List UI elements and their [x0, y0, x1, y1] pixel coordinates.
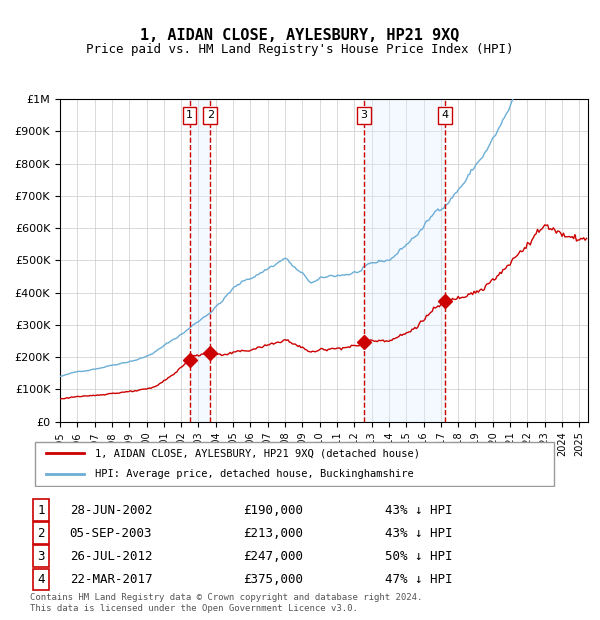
Text: 3: 3 — [361, 110, 368, 120]
Text: 4: 4 — [37, 573, 44, 586]
Text: 43% ↓ HPI: 43% ↓ HPI — [385, 503, 452, 516]
Text: £247,000: £247,000 — [243, 550, 303, 563]
Text: 3: 3 — [37, 550, 44, 563]
Bar — [364, 99, 445, 422]
Text: £213,000: £213,000 — [243, 527, 303, 540]
Text: 22-MAR-2017: 22-MAR-2017 — [70, 573, 152, 586]
Text: Contains HM Land Registry data © Crown copyright and database right 2024.: Contains HM Land Registry data © Crown c… — [30, 593, 422, 601]
Text: 1, AIDAN CLOSE, AYLESBURY, HP21 9XQ: 1, AIDAN CLOSE, AYLESBURY, HP21 9XQ — [140, 28, 460, 43]
Text: 43% ↓ HPI: 43% ↓ HPI — [385, 527, 452, 540]
FancyBboxPatch shape — [35, 441, 554, 486]
Text: £190,000: £190,000 — [243, 503, 303, 516]
Text: £375,000: £375,000 — [243, 573, 303, 586]
Text: This data is licensed under the Open Government Licence v3.0.: This data is licensed under the Open Gov… — [30, 604, 358, 613]
Text: Price paid vs. HM Land Registry's House Price Index (HPI): Price paid vs. HM Land Registry's House … — [86, 43, 514, 56]
Text: HPI: Average price, detached house, Buckinghamshire: HPI: Average price, detached house, Buck… — [95, 469, 413, 479]
Text: 28-JUN-2002: 28-JUN-2002 — [70, 503, 152, 516]
Text: 2: 2 — [207, 110, 214, 120]
Text: 47% ↓ HPI: 47% ↓ HPI — [385, 573, 452, 586]
Text: 1, AIDAN CLOSE, AYLESBURY, HP21 9XQ (detached house): 1, AIDAN CLOSE, AYLESBURY, HP21 9XQ (det… — [95, 448, 420, 458]
Bar — [190, 99, 210, 422]
Text: 4: 4 — [441, 110, 448, 120]
Text: 50% ↓ HPI: 50% ↓ HPI — [385, 550, 452, 563]
Text: 2: 2 — [37, 527, 44, 540]
Text: 1: 1 — [186, 110, 193, 120]
Text: 26-JUL-2012: 26-JUL-2012 — [70, 550, 152, 563]
Text: 1: 1 — [37, 503, 44, 516]
Text: 05-SEP-2003: 05-SEP-2003 — [70, 527, 152, 540]
